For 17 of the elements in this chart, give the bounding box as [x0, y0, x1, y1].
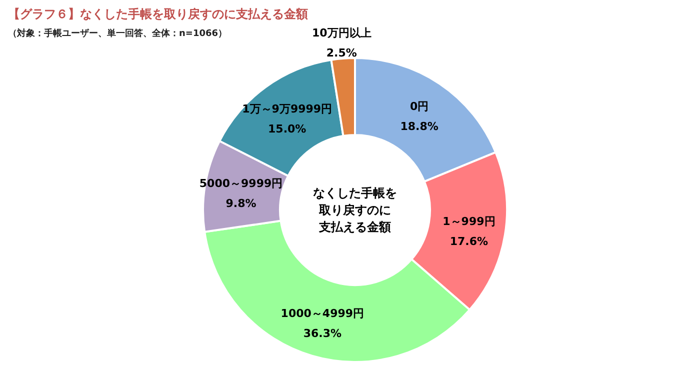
- slice-label: 1000～4999円: [280, 306, 364, 320]
- data-label: 18.8%: [400, 120, 438, 134]
- text: 支払える金額: [318, 220, 391, 234]
- data-label: 2.5%: [326, 46, 357, 60]
- text: なくした手帳を: [313, 186, 397, 200]
- text: 取り戻すのに: [318, 203, 391, 217]
- slice-label: 10万円以上: [312, 26, 372, 40]
- text: （対象：手帳ユーザー、単一回答、全体：n=1066）: [8, 28, 227, 39]
- slice-label: 1万～9万9999円: [242, 102, 332, 116]
- chart-title: 【グラフ６】なくした手帳を取り戻すのに支払える金額: [8, 7, 308, 21]
- data-label: 17.6%: [450, 234, 488, 248]
- data-label: 15.0%: [268, 122, 306, 136]
- slice-label: 5000～9999円: [199, 177, 283, 190]
- data-label: 36.3%: [303, 326, 342, 340]
- slice-label: 1～999円: [442, 214, 496, 228]
- slice-label: 0円: [410, 100, 429, 114]
- data-label: 9.8%: [226, 197, 256, 210]
